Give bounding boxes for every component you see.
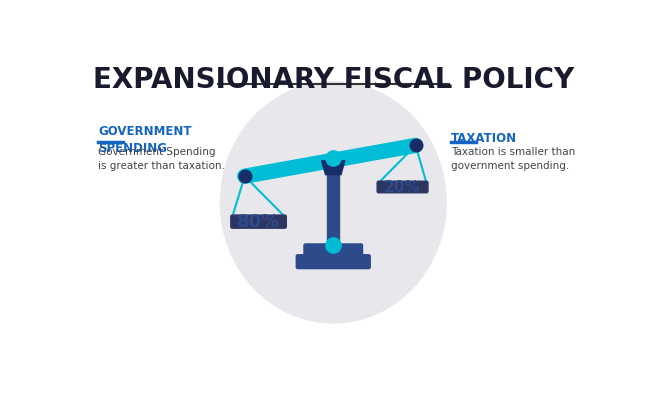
Text: EXPANSIONARY FISCAL POLICY: EXPANSIONARY FISCAL POLICY xyxy=(92,66,574,94)
Text: TAXATION: TAXATION xyxy=(451,131,517,144)
Text: Taxation is smaller than
government spending.: Taxation is smaller than government spen… xyxy=(451,147,575,171)
FancyBboxPatch shape xyxy=(304,244,363,258)
FancyBboxPatch shape xyxy=(231,215,286,228)
Text: Government Spending
is greater than taxation.: Government Spending is greater than taxa… xyxy=(98,147,225,171)
FancyBboxPatch shape xyxy=(377,181,428,193)
Text: 80%: 80% xyxy=(237,213,280,231)
Polygon shape xyxy=(322,161,345,175)
FancyBboxPatch shape xyxy=(296,255,370,269)
Bar xyxy=(327,175,339,256)
Text: GOVERNMENT
SPENDING: GOVERNMENT SPENDING xyxy=(98,125,192,156)
Text: 20%: 20% xyxy=(384,180,421,195)
Ellipse shape xyxy=(219,81,447,324)
